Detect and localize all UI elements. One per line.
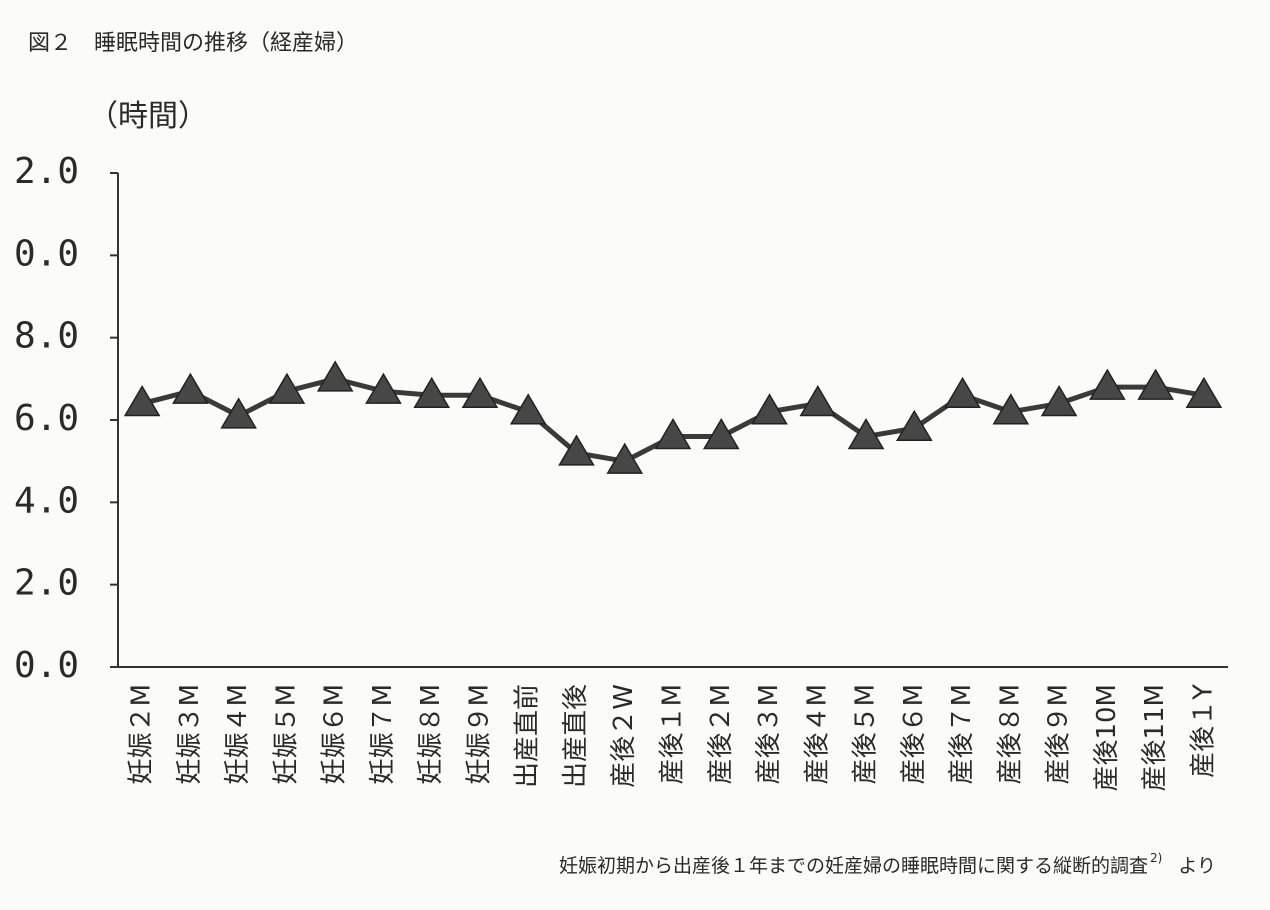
- source-ref: 2): [1150, 851, 1162, 865]
- x-tick-label: 産後２W: [609, 684, 639, 788]
- marker: [172, 372, 209, 404]
- marker: [123, 385, 161, 417]
- x-tick-label: 妊娠８M: [416, 684, 446, 784]
- y-axis-label: （時間）: [88, 99, 208, 134]
- x-tick-label: 妊娠５M: [271, 684, 301, 784]
- y-tick-label: 0.0: [14, 233, 79, 274]
- x-tick-label: 産後１Y: [1188, 684, 1218, 778]
- x-tick-label: 妊娠６M: [320, 684, 350, 784]
- marker: [413, 376, 451, 409]
- marker: [220, 397, 257, 429]
- marker: [1185, 376, 1223, 409]
- marker: [944, 376, 981, 409]
- x-tick-label: 妊娠９M: [464, 684, 494, 784]
- marker: [268, 372, 306, 404]
- marker: [751, 393, 788, 425]
- x-tick-label: 妊娠２M: [127, 684, 157, 784]
- chart-title: 図２ 睡眠時間の推移（経産婦）: [28, 31, 358, 56]
- marker: [558, 434, 595, 466]
- x-tick-label: 妊娠３M: [175, 684, 205, 784]
- marker: [1040, 385, 1078, 417]
- marker: [461, 376, 499, 409]
- marker: [1089, 368, 1126, 400]
- x-tick-label: 出産直後: [561, 684, 591, 788]
- marker: [509, 393, 547, 425]
- source: 妊娠初期から出産後１年までの妊産婦の睡眠時間に関する縦断的調査: [559, 855, 1148, 877]
- x-tick-label: 産後６M: [899, 684, 929, 784]
- y-tick-label: 8.0: [14, 316, 79, 357]
- x-tick-label: 産後９M: [1044, 684, 1074, 784]
- marker: [702, 417, 740, 450]
- x-tick-label: 産後８M: [995, 684, 1025, 784]
- y-tick-label: 0.0: [14, 645, 79, 686]
- y-tick-label: 2.0: [14, 151, 79, 192]
- x-tick-label: 妊娠７M: [368, 684, 398, 784]
- x-tick-label: 産後１M: [658, 684, 688, 784]
- x-tick-label: 産後11M: [1140, 684, 1170, 792]
- marker: [895, 409, 933, 441]
- x-tick-label: 妊娠４M: [223, 684, 253, 784]
- x-tick-label: 産後７M: [947, 684, 977, 784]
- marker: [847, 417, 885, 450]
- source-suffix: より: [1178, 855, 1216, 877]
- marker: [799, 385, 837, 417]
- marker: [1137, 368, 1174, 400]
- x-tick-label: 産後５M: [851, 684, 881, 784]
- x-tick-label: 産後10M: [1092, 684, 1122, 792]
- marker: [316, 360, 354, 392]
- x-tick-label: 出産直前: [513, 684, 543, 788]
- marker: [606, 442, 644, 474]
- y-tick-label: 2.0: [14, 563, 79, 604]
- x-tick-label: 産後３M: [754, 684, 784, 784]
- x-tick-label: 産後４M: [802, 684, 832, 784]
- marker: [992, 393, 1030, 425]
- y-tick-label: 6.0: [14, 398, 79, 439]
- x-tick-label: 産後２M: [706, 684, 736, 784]
- marker: [654, 417, 692, 450]
- y-tick-label: 4.0: [14, 480, 79, 521]
- marker: [365, 372, 402, 404]
